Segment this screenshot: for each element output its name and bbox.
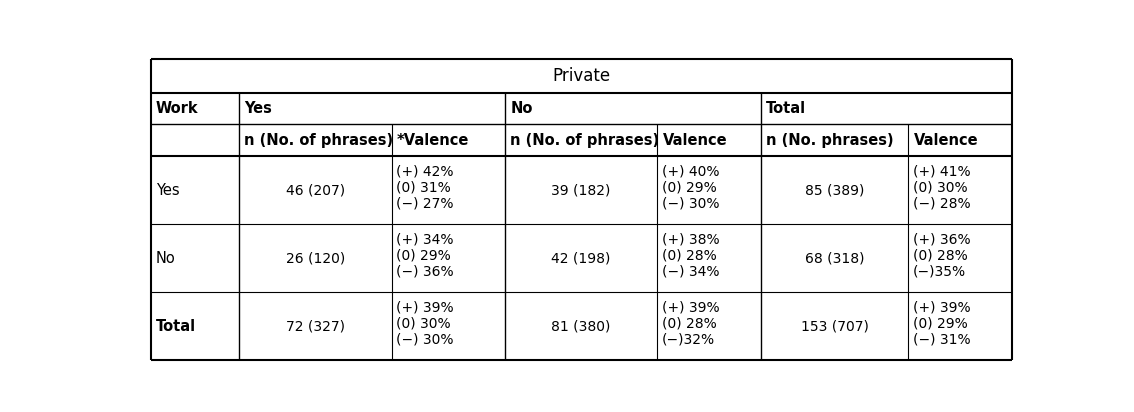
Text: (+) 41%
(0) 30%
(−) 28%: (+) 41% (0) 30% (−) 28% <box>913 164 971 211</box>
Text: (+) 38%
(0) 28%
(−) 34%: (+) 38% (0) 28% (−) 34% <box>662 232 719 279</box>
Text: 153 (707): 153 (707) <box>801 319 869 333</box>
Text: (+) 42%
(0) 31%
(−) 27%: (+) 42% (0) 31% (−) 27% <box>396 164 454 211</box>
Text: (+) 39%
(0) 30%
(−) 30%: (+) 39% (0) 30% (−) 30% <box>396 300 454 347</box>
Text: Private: Private <box>552 67 610 85</box>
Text: (+) 39%
(0) 29%
(−) 31%: (+) 39% (0) 29% (−) 31% <box>913 300 971 347</box>
Text: n (No. phrases): n (No. phrases) <box>767 133 894 147</box>
Text: Total: Total <box>767 101 806 116</box>
Text: Yes: Yes <box>245 101 272 116</box>
Text: No: No <box>155 251 176 266</box>
Text: (+) 40%
(0) 29%
(−) 30%: (+) 40% (0) 29% (−) 30% <box>662 164 719 211</box>
Text: n (No. of phrases): n (No. of phrases) <box>510 133 659 147</box>
Text: 85 (389): 85 (389) <box>805 183 864 197</box>
Text: 46 (207): 46 (207) <box>286 183 345 197</box>
Text: Valence: Valence <box>662 133 727 147</box>
Text: Work: Work <box>155 101 198 116</box>
Text: n (No. of phrases): n (No. of phrases) <box>245 133 393 147</box>
Text: (+) 34%
(0) 29%
(−) 36%: (+) 34% (0) 29% (−) 36% <box>396 232 454 279</box>
Text: Yes: Yes <box>155 183 179 198</box>
Text: *Valence: *Valence <box>397 133 469 147</box>
Text: Valence: Valence <box>914 133 979 147</box>
Text: No: No <box>510 101 533 116</box>
Text: 42 (198): 42 (198) <box>551 251 611 265</box>
Text: 26 (120): 26 (120) <box>286 251 345 265</box>
Text: 81 (380): 81 (380) <box>551 319 611 333</box>
Text: (+) 39%
(0) 28%
(−)32%: (+) 39% (0) 28% (−)32% <box>662 300 719 347</box>
Text: 39 (182): 39 (182) <box>551 183 611 197</box>
Text: 68 (318): 68 (318) <box>805 251 864 265</box>
Text: (+) 36%
(0) 28%
(−)35%: (+) 36% (0) 28% (−)35% <box>913 232 971 279</box>
Text: 72 (327): 72 (327) <box>286 319 345 333</box>
Text: Total: Total <box>155 319 196 334</box>
